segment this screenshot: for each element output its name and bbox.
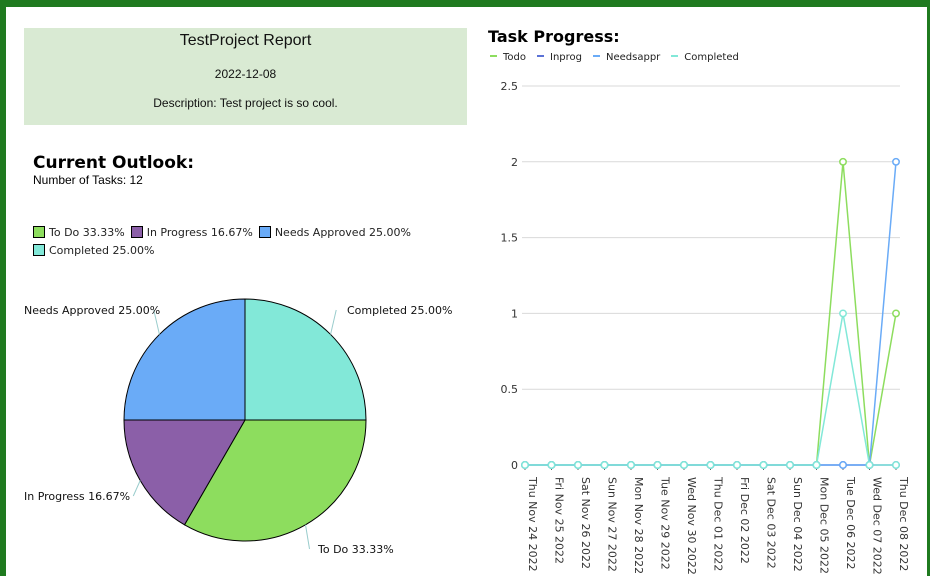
- data-point: [786, 461, 794, 469]
- data-point: [521, 461, 529, 469]
- window-right-border: [927, 0, 930, 576]
- legend-label: Needs Approved 25.00%: [274, 226, 412, 239]
- x-tick-label: Tue Nov 29 2022: [659, 476, 672, 570]
- pie-slice-label: Completed 25.00%: [347, 304, 452, 317]
- current-outlook-heading: Current Outlook:: [33, 153, 194, 173]
- data-point: [865, 461, 874, 469]
- y-tick-label: 0.5: [501, 383, 519, 396]
- data-point: [839, 461, 847, 469]
- pie-leader-line: [305, 524, 311, 550]
- pie-slice-label: To Do 33.33%: [317, 543, 394, 556]
- legend-label: To Do 33.33%: [49, 226, 125, 239]
- x-tick-label: Fri Nov 25 2022: [553, 477, 566, 564]
- pie-slice-label: Needs Approved 25.00%: [24, 304, 160, 317]
- data-point: [600, 461, 609, 469]
- data-point: [574, 461, 582, 469]
- legend-line-marker: [537, 55, 544, 57]
- data-point: [547, 461, 556, 469]
- pie-leader-line: [330, 309, 337, 335]
- pie-legend-item: To Do 33.33%: [33, 224, 125, 242]
- legend-swatch: [33, 226, 45, 238]
- x-tick-label: Thu Dec 01 2022: [712, 476, 725, 571]
- window-left-border: [0, 0, 6, 576]
- task-progress-heading: Task Progress:: [488, 27, 620, 46]
- data-point: [839, 309, 847, 318]
- data-point: [706, 461, 715, 469]
- data-point: [653, 461, 662, 469]
- pie-legend: To Do 33.33% In Progress 16.67% Needs Appr…: [33, 224, 453, 260]
- data-point: [892, 461, 900, 469]
- x-tick-label: Sun Dec 04 2022: [791, 477, 804, 572]
- pie-leader-line: [153, 309, 160, 335]
- legend-swatch: [33, 244, 45, 256]
- x-tick-label: Fri Dec 02 2022: [738, 477, 751, 564]
- window-top-border: [0, 0, 930, 7]
- pie-slice-label: In Progress 16.67%: [24, 490, 130, 503]
- legend-label: Needsappr: [606, 52, 661, 63]
- pie-leader-line: [132, 480, 141, 497]
- data-point: [892, 157, 900, 166]
- line-legend-item: Completed: [671, 52, 739, 63]
- y-tick-label: 1.5: [501, 232, 519, 245]
- legend-label: Completed 25.00%: [49, 244, 155, 257]
- line-legend-item: Todo: [490, 52, 526, 63]
- legend-label: In Progress 16.67%: [146, 226, 253, 239]
- x-tick-label: Mon Dec 05 2022: [818, 477, 831, 574]
- report-date: 2022-12-08: [214, 67, 277, 81]
- pie-slice: [244, 298, 367, 421]
- x-tick-label: Thu Nov 24 2022: [526, 476, 539, 572]
- x-tick-label: Sun Nov 27 2022: [606, 477, 619, 572]
- y-tick-label: 0: [511, 459, 518, 472]
- pie-legend-item: In Progress 16.67%: [130, 224, 253, 242]
- legend-label: Completed: [684, 52, 739, 63]
- report-title: TestProject Report: [179, 32, 312, 49]
- data-point: [892, 309, 900, 318]
- report-header: TestProject Report 2022-12-08 Descriptio…: [24, 28, 467, 125]
- y-tick-label: 1: [511, 307, 518, 320]
- pie-legend-item: Completed 25.00%: [33, 242, 154, 260]
- legend-swatch: [130, 226, 143, 238]
- x-tick-label: Sat Nov 26 2022: [579, 477, 592, 569]
- task-count: Number of Tasks: 12: [33, 173, 143, 187]
- x-tick-label: Thu Dec 08 2022: [897, 476, 910, 571]
- pie-slice: [123, 298, 246, 421]
- legend-line-marker: [490, 55, 497, 57]
- legend-line-marker: [671, 55, 679, 57]
- y-tick-label: 2.5: [501, 80, 519, 93]
- report-description: Description: Test project is so cool.: [153, 96, 338, 110]
- y-tick-label: 2: [511, 156, 518, 169]
- x-tick-label: Sat Dec 03 2022: [765, 477, 778, 569]
- data-point: [680, 461, 688, 469]
- data-point: [759, 461, 768, 469]
- line-legend: Todo Inprog Needsappr Completed: [490, 52, 750, 63]
- data-point: [812, 461, 821, 469]
- data-point: [733, 461, 741, 469]
- x-tick-label: Tue Dec 06 2022: [844, 476, 857, 570]
- pie-legend-item: Needs Approved 25.00%: [258, 224, 412, 242]
- legend-label: Todo: [503, 52, 526, 63]
- x-tick-label: Wed Nov 30 2022: [685, 477, 698, 575]
- legend-label: Inprog: [550, 52, 582, 63]
- x-tick-label: Wed Dec 07 2022: [871, 477, 884, 575]
- line-legend-item: Needsappr: [593, 52, 660, 63]
- legend-line-marker: [593, 55, 600, 57]
- x-tick-label: Mon Nov 28 2022: [632, 477, 645, 574]
- data-point: [627, 461, 635, 469]
- legend-swatch: [258, 226, 271, 238]
- line-legend-item: Inprog: [537, 52, 582, 63]
- data-point: [839, 157, 847, 166]
